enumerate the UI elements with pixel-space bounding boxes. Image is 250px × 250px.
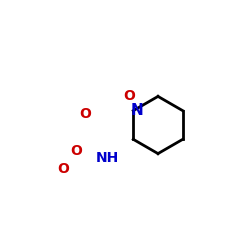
Text: O: O: [124, 90, 135, 104]
Text: O: O: [58, 162, 69, 176]
Text: O: O: [71, 144, 83, 158]
Text: NH: NH: [96, 151, 119, 165]
Text: O: O: [80, 107, 91, 121]
Text: N: N: [130, 103, 143, 118]
